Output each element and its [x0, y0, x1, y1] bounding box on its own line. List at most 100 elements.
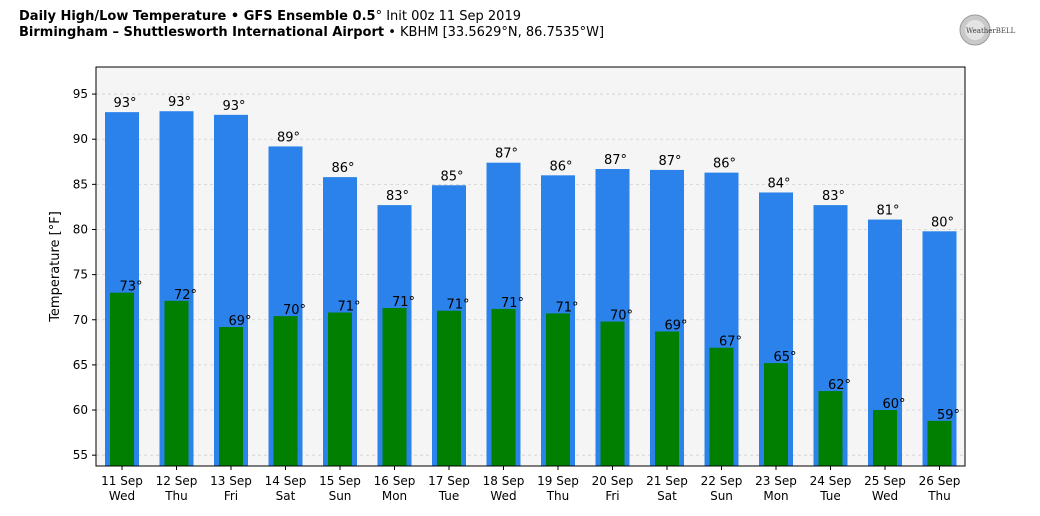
low-bar	[328, 312, 352, 466]
low-bar	[764, 363, 788, 466]
x-tick-label-date: 12 Sep	[156, 474, 198, 488]
low-data-label: 70°	[283, 303, 306, 318]
low-data-label: 62°	[828, 378, 851, 393]
high-data-label: 86°	[549, 159, 572, 174]
high-data-label: 85°	[440, 169, 463, 184]
weatherbell-logo-icon: WeatherBELL	[958, 13, 1018, 47]
low-bar	[873, 410, 897, 466]
x-tick-label-day: Thu	[164, 489, 188, 503]
x-tick-label-day: Wed	[872, 489, 898, 503]
low-data-label: 60°	[882, 397, 905, 412]
x-tick-label-day: Mon	[382, 489, 407, 503]
high-data-label: 93°	[222, 99, 245, 114]
low-bar	[273, 316, 298, 466]
y-tick-label: 90	[73, 132, 88, 146]
x-tick-label-date: 13 Sep	[210, 474, 252, 488]
low-data-label: 73°	[119, 280, 142, 295]
low-bar	[437, 310, 461, 466]
low-data-label: 69°	[664, 318, 687, 333]
x-tick-label-date: 11 Sep	[101, 474, 143, 488]
logo-text: WeatherBELL	[966, 27, 1016, 35]
x-tick-label-day: Sat	[276, 489, 296, 503]
high-data-label: 93°	[113, 96, 136, 111]
y-tick-label: 75	[73, 268, 88, 282]
high-data-label: 81°	[876, 204, 899, 219]
x-tick-label-date: 26 Sep	[919, 474, 961, 488]
x-tick-label-date: 15 Sep	[319, 474, 361, 488]
chart-subtitle: Birmingham – Shuttlesworth International…	[19, 25, 604, 41]
x-tick-label-date: 21 Sep	[646, 474, 688, 488]
x-tick-label-date: 14 Sep	[265, 474, 307, 488]
y-tick-label: 55	[73, 448, 88, 462]
y-tick-label: 80	[73, 222, 88, 236]
low-bar	[655, 331, 679, 466]
high-data-label: 86°	[713, 157, 736, 172]
location-detail: • KBHM [33.5629°N, 86.7535°W]	[384, 25, 605, 40]
x-tick-label-date: 17 Sep	[428, 474, 470, 488]
high-data-label: 86°	[331, 161, 354, 176]
low-data-label: 71°	[555, 300, 578, 315]
chart-title: Daily High/Low Temperature • GFS Ensembl…	[19, 9, 604, 25]
high-data-label: 89°	[277, 130, 300, 145]
low-data-label: 70°	[610, 309, 633, 324]
plot-frame	[95, 66, 966, 467]
x-tick-label-day: Tue	[819, 489, 841, 503]
title-init: Init 00z 11 Sep 2019	[382, 9, 521, 24]
low-data-label: 59°	[937, 408, 960, 423]
x-tick-label-date: 19 Sep	[537, 474, 579, 488]
y-tick-label: 85	[73, 177, 88, 191]
location-name: Birmingham – Shuttlesworth International…	[19, 25, 385, 40]
x-tick-label-date: 20 Sep	[592, 474, 634, 488]
y-tick-label: 95	[73, 87, 88, 101]
x-tick-label-date: 23 Sep	[755, 474, 797, 488]
high-data-label: 84°	[767, 176, 790, 191]
x-tick-label-day: Sun	[710, 489, 733, 503]
high-data-label: 87°	[604, 153, 627, 168]
x-tick-label-date: 24 Sep	[810, 474, 852, 488]
low-data-label: 71°	[392, 295, 415, 310]
low-bar	[709, 347, 734, 466]
low-data-label: 69°	[228, 314, 251, 329]
x-tick-label-day: Thu	[546, 489, 570, 503]
low-bar	[927, 420, 952, 466]
x-tick-label-day: Tue	[438, 489, 460, 503]
x-tick-label-day: Thu	[927, 489, 951, 503]
x-tick-label-day: Fri	[605, 489, 619, 503]
low-bar	[110, 292, 134, 466]
low-bar	[164, 300, 189, 466]
low-bar	[600, 321, 625, 466]
high-data-label: 83°	[386, 189, 409, 204]
low-data-label: 65°	[773, 350, 796, 365]
low-bar	[546, 313, 570, 466]
x-tick-label-day: Sat	[657, 489, 677, 503]
low-data-label: 71°	[337, 300, 360, 315]
chart-header: Daily High/Low Temperature • GFS Ensembl…	[19, 9, 604, 41]
title-model: Daily High/Low Temperature • GFS Ensembl…	[19, 9, 376, 24]
high-data-label: 80°	[931, 215, 954, 230]
y-tick-label: 65	[73, 358, 88, 372]
y-tick-label: 60	[73, 403, 88, 417]
y-axis-label: Temperature [°F]	[48, 211, 63, 323]
y-tick-label: 70	[73, 313, 88, 327]
low-data-label: 67°	[719, 335, 742, 350]
low-data-label: 72°	[174, 288, 197, 303]
low-bar	[219, 326, 243, 466]
x-tick-label-day: Sun	[329, 489, 352, 503]
x-tick-label-date: 18 Sep	[483, 474, 525, 488]
low-bar	[491, 308, 516, 466]
x-tick-label-day: Fri	[224, 489, 238, 503]
high-data-label: 83°	[822, 189, 845, 204]
x-tick-label-date: 16 Sep	[374, 474, 416, 488]
title-degree: °	[375, 9, 383, 24]
high-data-label: 93°	[168, 95, 191, 110]
x-tick-label-date: 25 Sep	[864, 474, 906, 488]
high-data-label: 87°	[658, 154, 681, 169]
x-tick-label-date: 22 Sep	[701, 474, 743, 488]
low-data-label: 71°	[446, 298, 469, 313]
low-bar	[382, 308, 407, 466]
high-data-label: 87°	[495, 147, 518, 162]
x-tick-label-day: Wed	[109, 489, 135, 503]
x-tick-label-day: Wed	[490, 489, 516, 503]
low-bar	[818, 391, 843, 466]
